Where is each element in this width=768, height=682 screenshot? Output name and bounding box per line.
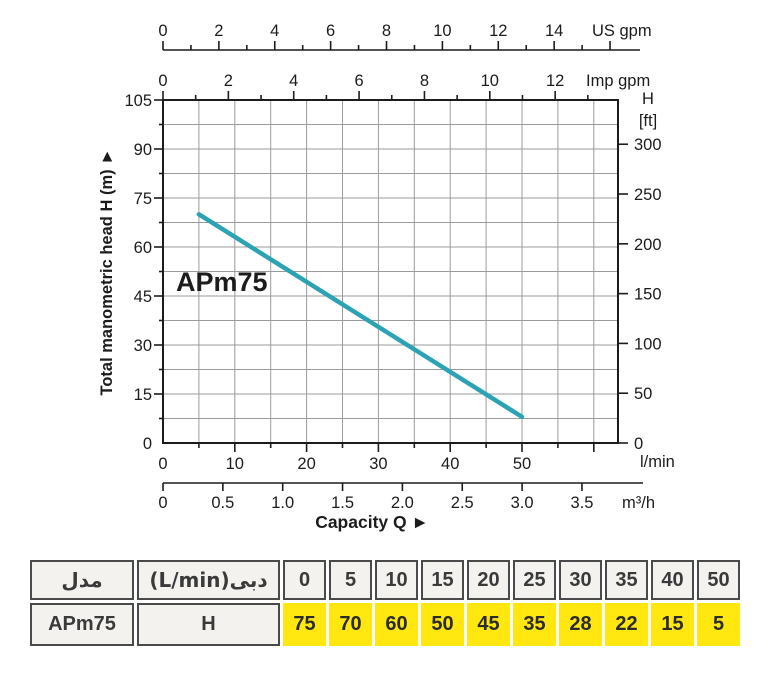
m3h-axis: 0 0.5 1.0 1.5 2.0 2.5 3.0 3.5 m³/h xyxy=(158,482,655,512)
svg-text:20: 20 xyxy=(297,455,315,473)
head-value-cell: 35 xyxy=(513,603,556,646)
svg-text:50: 50 xyxy=(513,455,531,473)
flow-header-cell: 40 xyxy=(651,560,694,600)
flow-header-cell: 20 xyxy=(467,560,510,600)
lmin-axis: 0 10 20 30 40 50 l/min xyxy=(158,443,675,473)
svg-text:4: 4 xyxy=(289,72,298,90)
flow-header-cell: 35 xyxy=(605,560,648,600)
svg-text:2.5: 2.5 xyxy=(451,494,474,512)
svg-text:0: 0 xyxy=(143,435,152,453)
head-m-axis: 0 15 30 45 60 75 90 105 Total manometric head H … xyxy=(98,92,163,453)
flow-header-cell: 25 xyxy=(513,560,556,600)
flow-header-cell: 50 xyxy=(697,560,740,600)
svg-text:105: 105 xyxy=(124,92,152,110)
svg-text:US gpm: US gpm xyxy=(592,22,652,40)
svg-text:1.5: 1.5 xyxy=(331,494,354,512)
flow-header-cell: 5 xyxy=(329,560,372,600)
param-cell: H xyxy=(137,603,280,646)
svg-text:2: 2 xyxy=(224,72,233,90)
us-gpm-axis: 0 2 4 6 8 10 12 14 US gpm xyxy=(158,22,652,51)
svg-text:H: H xyxy=(642,90,654,108)
svg-text:0: 0 xyxy=(634,435,643,453)
svg-text:60: 60 xyxy=(134,239,152,257)
svg-text:Imp gpm: Imp gpm xyxy=(586,72,650,90)
svg-text:0: 0 xyxy=(158,72,167,90)
svg-text:l/min: l/min xyxy=(640,453,675,471)
head-value-cell: 60 xyxy=(375,603,418,646)
svg-text:200: 200 xyxy=(634,236,662,254)
svg-text:3.5: 3.5 xyxy=(570,494,593,512)
svg-text:12: 12 xyxy=(489,22,507,40)
table-header-row: مدل دبی(L/min) 0 5 10 15 20 25 30 35 40 … xyxy=(30,560,740,600)
svg-text:4: 4 xyxy=(270,22,279,40)
flow-header-cell: 0 xyxy=(283,560,326,600)
svg-text:0.5: 0.5 xyxy=(211,494,234,512)
svg-text:0: 0 xyxy=(158,22,167,40)
pump-curve xyxy=(196,212,525,420)
svg-text:6: 6 xyxy=(326,22,335,40)
head-value-cell: 70 xyxy=(329,603,372,646)
svg-text:0: 0 xyxy=(158,455,167,473)
head-ft-axis: 0 50 100 150 200 250 300 H [ft] xyxy=(618,90,662,453)
svg-text:8: 8 xyxy=(420,72,429,90)
flow-header-cell: 30 xyxy=(559,560,602,600)
svg-text:90: 90 xyxy=(134,141,152,159)
svg-text:2: 2 xyxy=(214,22,223,40)
svg-text:10: 10 xyxy=(226,455,244,473)
svg-text:10: 10 xyxy=(433,22,451,40)
flow-header-cell: 10 xyxy=(375,560,418,600)
svg-text:40: 40 xyxy=(441,455,459,473)
svg-text:15: 15 xyxy=(134,386,152,404)
svg-text:75: 75 xyxy=(134,190,152,208)
svg-text:14: 14 xyxy=(545,22,563,40)
svg-text:300: 300 xyxy=(634,136,662,154)
svg-text:2.0: 2.0 xyxy=(391,494,414,512)
svg-text:m³/h: m³/h xyxy=(622,494,655,512)
svg-text:6: 6 xyxy=(354,72,363,90)
svg-text:250: 250 xyxy=(634,186,662,204)
svg-text:150: 150 xyxy=(634,286,662,304)
head-value-cell: 22 xyxy=(605,603,648,646)
svg-text:10: 10 xyxy=(481,72,499,90)
svg-text:45: 45 xyxy=(134,288,152,306)
model-column-header: مدل xyxy=(30,560,134,600)
svg-text:0: 0 xyxy=(158,494,167,512)
svg-text:50: 50 xyxy=(634,385,652,403)
head-value-cell: 75 xyxy=(283,603,326,646)
head-value-cell: 28 xyxy=(559,603,602,646)
svg-text:8: 8 xyxy=(382,22,391,40)
svg-text:30: 30 xyxy=(369,455,387,473)
svg-text:1.0: 1.0 xyxy=(271,494,294,512)
svg-text:30: 30 xyxy=(134,337,152,355)
table-data-row: APm75 H 75 70 60 50 45 35 28 22 15 5 xyxy=(30,603,740,646)
capacity-axis-title: Capacity Q ► xyxy=(315,512,429,532)
svg-text:Total manometric head H (m) ►: Total manometric head H (m) ► xyxy=(98,148,116,395)
svg-text:12: 12 xyxy=(546,72,564,90)
svg-text:3.0: 3.0 xyxy=(511,494,534,512)
curve-label: APm75 xyxy=(176,267,268,297)
head-value-cell: 45 xyxy=(467,603,510,646)
pump-data-table: مدل دبی(L/min) 0 5 10 15 20 25 30 35 40 … xyxy=(27,557,743,649)
imp-gpm-axis: 0 2 4 6 8 10 12 Imp gpm xyxy=(158,72,650,100)
model-name-cell: APm75 xyxy=(30,603,134,646)
head-value-cell: 15 xyxy=(651,603,694,646)
head-value-cell: 50 xyxy=(421,603,464,646)
flow-header-cell: 15 xyxy=(421,560,464,600)
svg-text:[ft]: [ft] xyxy=(639,112,657,130)
svg-text:100: 100 xyxy=(634,335,662,353)
flow-column-header: دبی(L/min) xyxy=(137,560,280,600)
head-value-cell: 5 xyxy=(697,603,740,646)
gridlines xyxy=(163,100,618,443)
